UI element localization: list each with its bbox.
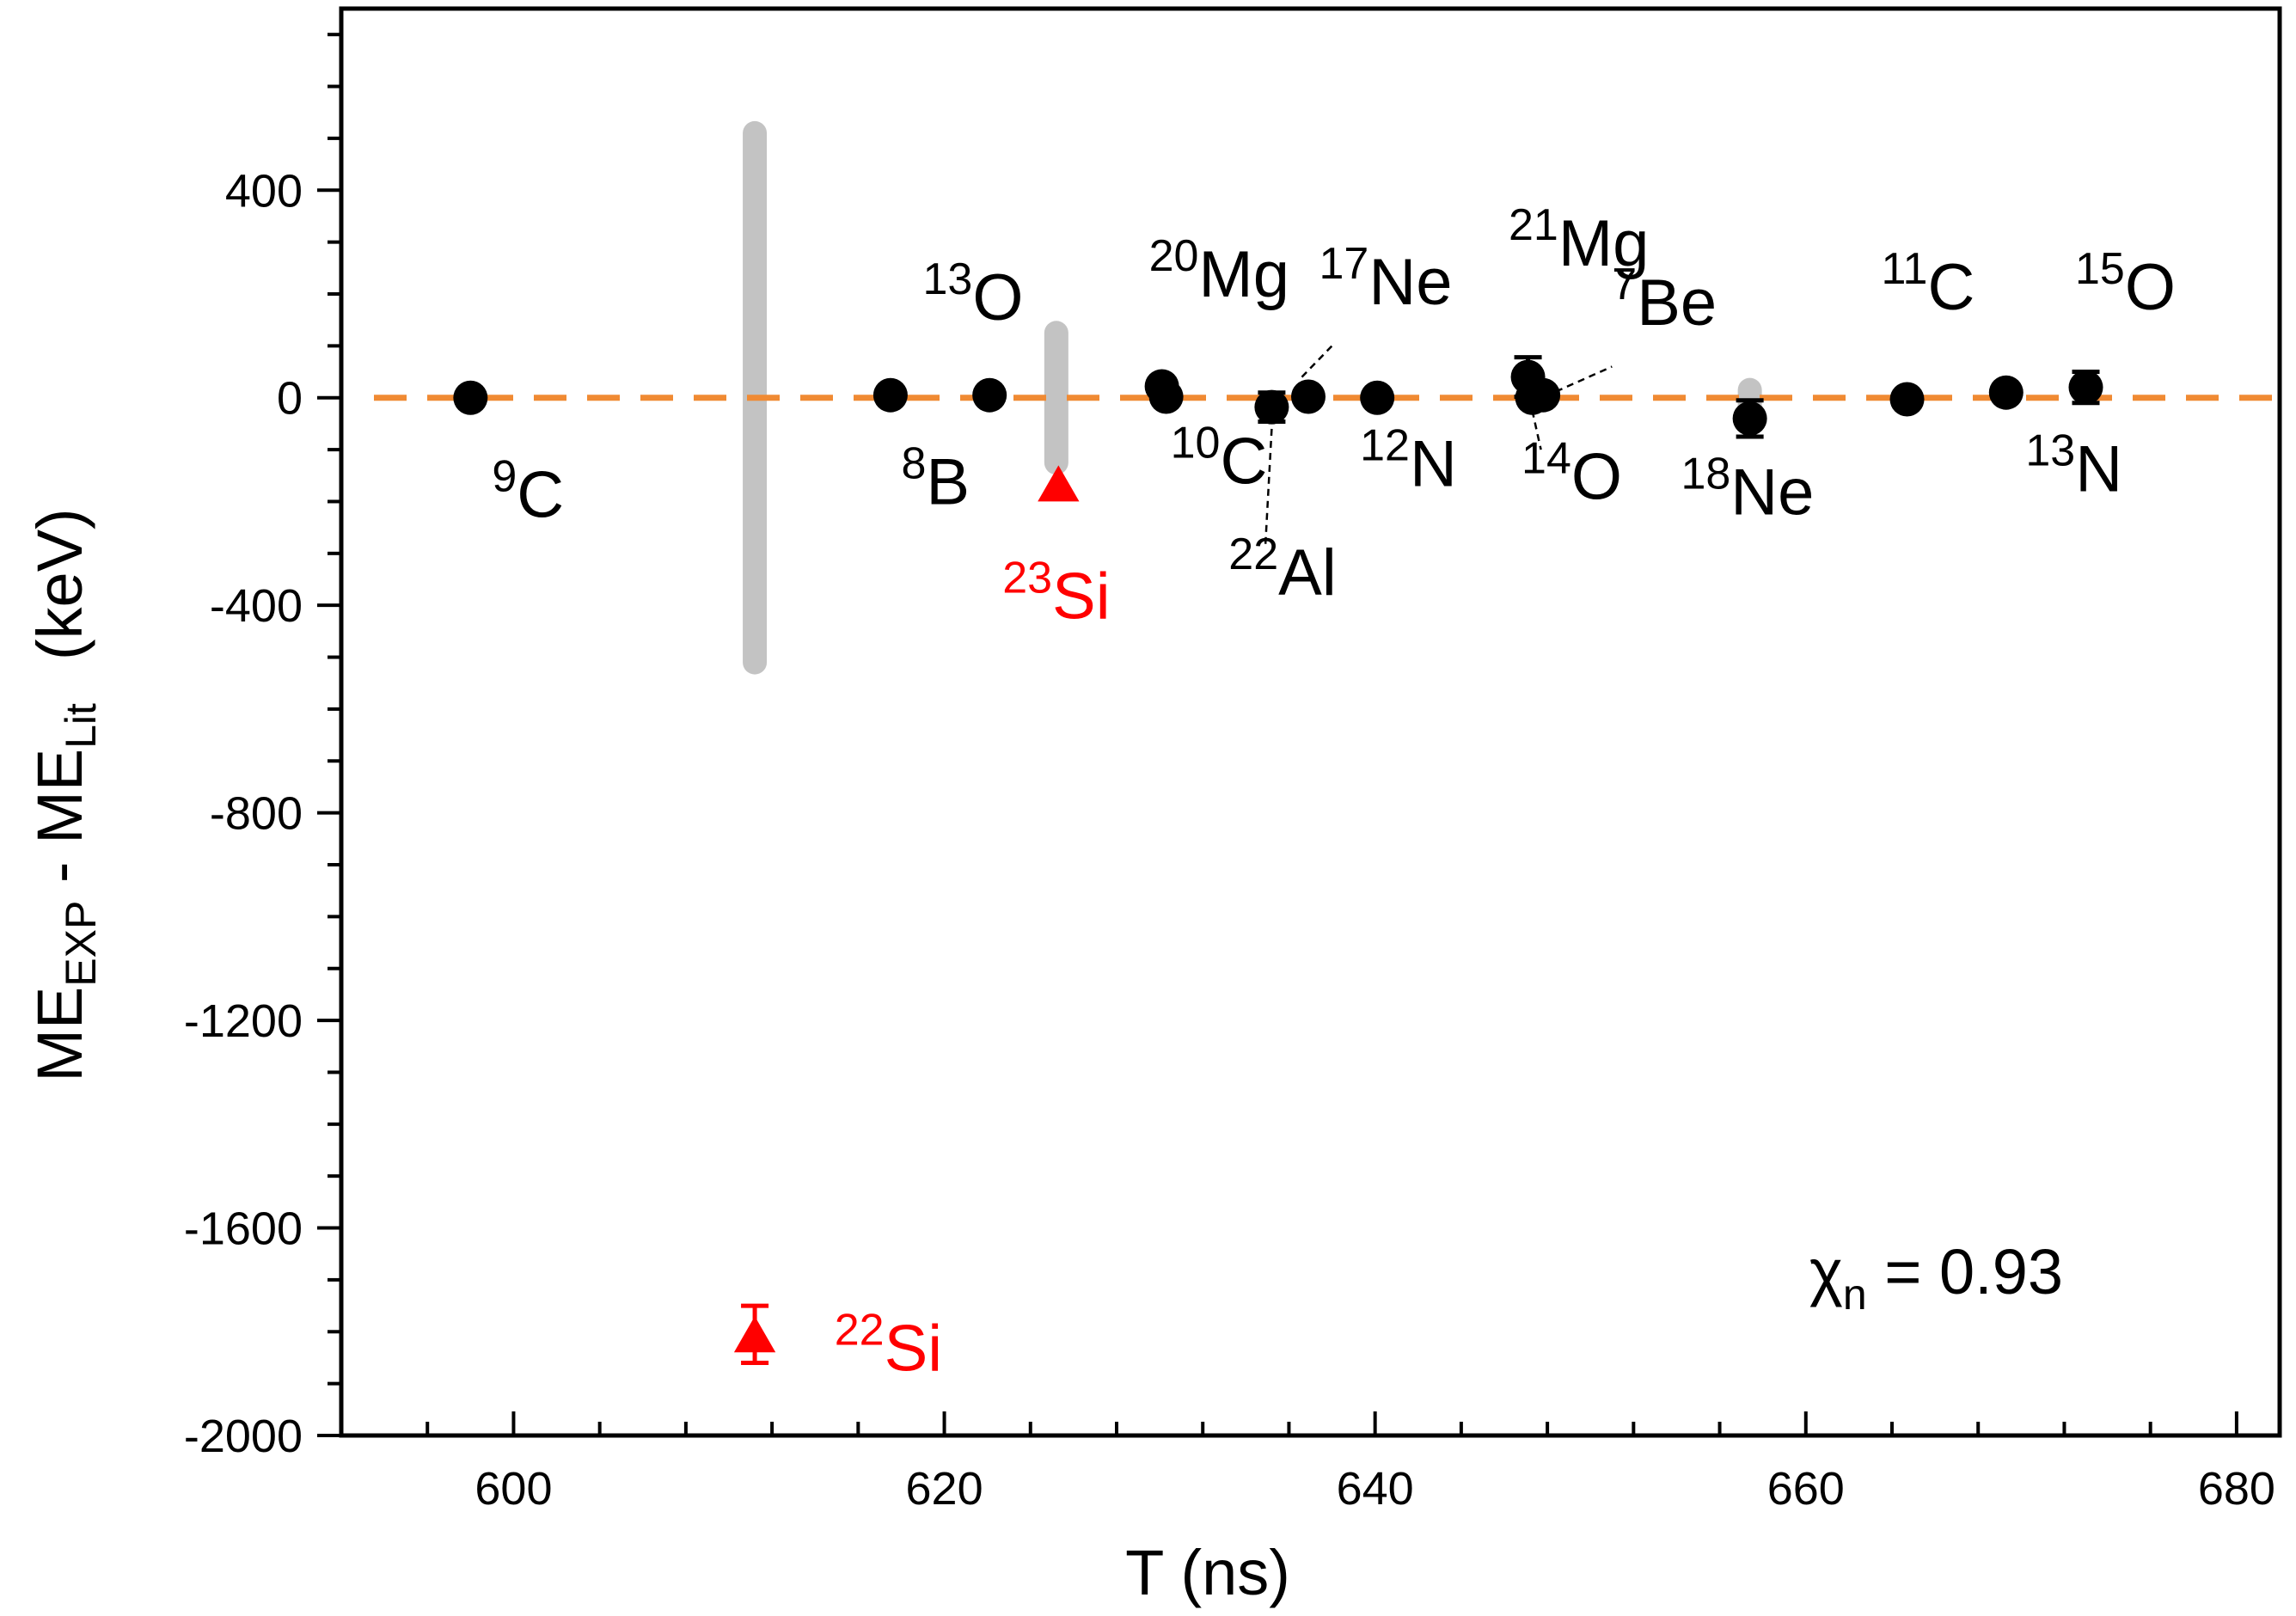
data-point	[1148, 379, 1184, 414]
nuclide-label-8B: 8B	[901, 438, 970, 518]
y-axis-title-sub-lit: Lit	[57, 703, 105, 749]
nuclide-label-15O: 15O	[2075, 244, 2176, 324]
nuclide-element: Si	[1052, 560, 1111, 633]
y-axis-title: MEEXP - MELit(keV)	[24, 508, 105, 1081]
y-tick-label: -800	[210, 788, 303, 840]
nuclide-mass-number: 11	[1881, 244, 1927, 294]
nuclide-element: Mg	[1198, 238, 1289, 311]
nuclide-mass-number: 12	[1360, 420, 1410, 470]
nuclide-element: O	[972, 261, 1023, 334]
data-point	[1988, 375, 2024, 410]
nuclide-mass-number: 17	[1319, 239, 1369, 289]
nuclide-label-9C: 9C	[492, 452, 564, 532]
y-tick-label: 0	[277, 373, 303, 425]
data-point	[1254, 389, 1289, 425]
nuclide-label-10C: 10C	[1171, 418, 1268, 498]
y-axis-title-sub-exp: EXP	[57, 901, 105, 987]
nuclide-element: Al	[1278, 536, 1337, 609]
plot-area	[374, 120, 2280, 1365]
nuclide-label-14O: 14O	[1521, 433, 1622, 513]
data-point	[453, 380, 488, 415]
nuclide-mass-number: 10	[1171, 418, 1221, 468]
y-tick-label: -400	[210, 580, 303, 632]
chi-annotation: χn = 0.93	[1809, 1236, 2063, 1319]
nuclide-mass-number: 22	[1228, 529, 1278, 579]
nuclide-element: Ne	[1730, 456, 1814, 529]
y-tick-label: 400	[225, 165, 303, 217]
leader-line	[1264, 428, 1273, 548]
y-axis-title-me-lit: ME	[24, 749, 95, 844]
nuclide-mass-number: 18	[1681, 450, 1730, 499]
y-tick-label: -2000	[184, 1411, 303, 1462]
nuclide-label-20Mg: 20Mg	[1149, 231, 1289, 311]
nuclide-mass-number: 13	[923, 254, 973, 304]
nuclide-label-11C: 11C	[1881, 244, 1975, 324]
nuclide-label-13O: 13O	[923, 254, 1024, 334]
y-tick-label: -1600	[184, 1203, 303, 1255]
plot-frame	[339, 6, 2282, 1438]
nuclide-element: B	[926, 445, 970, 518]
data-point	[1526, 377, 1561, 413]
y-tick-label: -1200	[184, 995, 303, 1047]
leader-line	[1531, 410, 1542, 450]
x-tick-label: 640	[1337, 1463, 1414, 1515]
chi-subscript: n	[1843, 1270, 1867, 1319]
nuclide-element: N	[1410, 427, 1457, 500]
nuclide-mass-number: 21	[1509, 200, 1558, 250]
nuclide-mass-number: 13	[2025, 425, 2075, 475]
chi-value: = 0.93	[1867, 1236, 2063, 1307]
data-point-triangle	[1038, 465, 1080, 502]
nuclide-mass-number: 23	[1002, 553, 1052, 603]
nuclide-element: Ne	[1368, 246, 1452, 319]
nuclide-mass-number: 7	[1612, 260, 1637, 309]
nuclide-element: Si	[885, 1313, 943, 1386]
leader-line	[1555, 365, 1613, 393]
axes: 400 0 -400 -800 -1200 -1600 -2000 600 620 640 660 6…	[184, 6, 2282, 1515]
nuclide-label-22Al: 22Al	[1228, 529, 1336, 609]
nuclide-label-7Be: 7Be	[1612, 260, 1717, 340]
data-point	[1732, 401, 1767, 436]
y-axis-title-unit: (keV)	[24, 508, 95, 660]
data-point	[872, 377, 908, 413]
x-tick-label: 620	[906, 1463, 983, 1515]
nuclide-label-13N: 13N	[2025, 425, 2122, 505]
nuclide-element: C	[517, 459, 564, 532]
data-point	[2068, 370, 2103, 405]
nuclide-mass-number: 8	[901, 438, 926, 488]
data-point	[1290, 379, 1326, 414]
nuclide-element: Be	[1637, 266, 1717, 340]
nuclide-mass-number: 14	[1521, 433, 1571, 483]
y-axis-title-separator: -	[24, 844, 95, 901]
nuclide-element: C	[1927, 251, 1975, 324]
nuclide-mass-number: 9	[492, 452, 517, 502]
data-point-triangle	[733, 1316, 776, 1353]
nuclide-element: N	[2075, 432, 2122, 505]
nuclide-element: C	[1220, 425, 1267, 498]
nuclide-label-18Ne: 18Ne	[1681, 450, 1814, 529]
nuclide-label-17Ne: 17Ne	[1319, 239, 1453, 319]
data-point	[1889, 382, 1925, 417]
chi-symbol: χ	[1809, 1236, 1843, 1307]
x-tick-label: 600	[475, 1463, 552, 1515]
nuclide-element: Mg	[1558, 207, 1650, 280]
nuclide-label-12N: 12N	[1360, 420, 1457, 500]
leader-line	[1301, 345, 1333, 378]
nuclide-mass-number: 20	[1149, 231, 1199, 281]
x-axis-title: T (ns)	[1125, 1537, 1290, 1608]
nuclide-mass-number: 15	[2075, 244, 2125, 294]
data-point	[972, 377, 1007, 413]
nuclide-element: O	[2125, 251, 2176, 324]
nuclide-label-22Si: 22Si	[835, 1306, 942, 1386]
nuclide-mass-number: 22	[835, 1306, 885, 1356]
data-point	[1360, 380, 1395, 415]
nuclide-label-23Si: 23Si	[1002, 553, 1110, 633]
nuclide-element: O	[1571, 440, 1622, 513]
y-axis-title-me-exp: ME	[24, 987, 95, 1082]
nuclide-label-21Mg: 21Mg	[1509, 200, 1649, 280]
x-tick-label: 680	[2198, 1463, 2275, 1515]
x-tick-label: 660	[1767, 1463, 1845, 1515]
